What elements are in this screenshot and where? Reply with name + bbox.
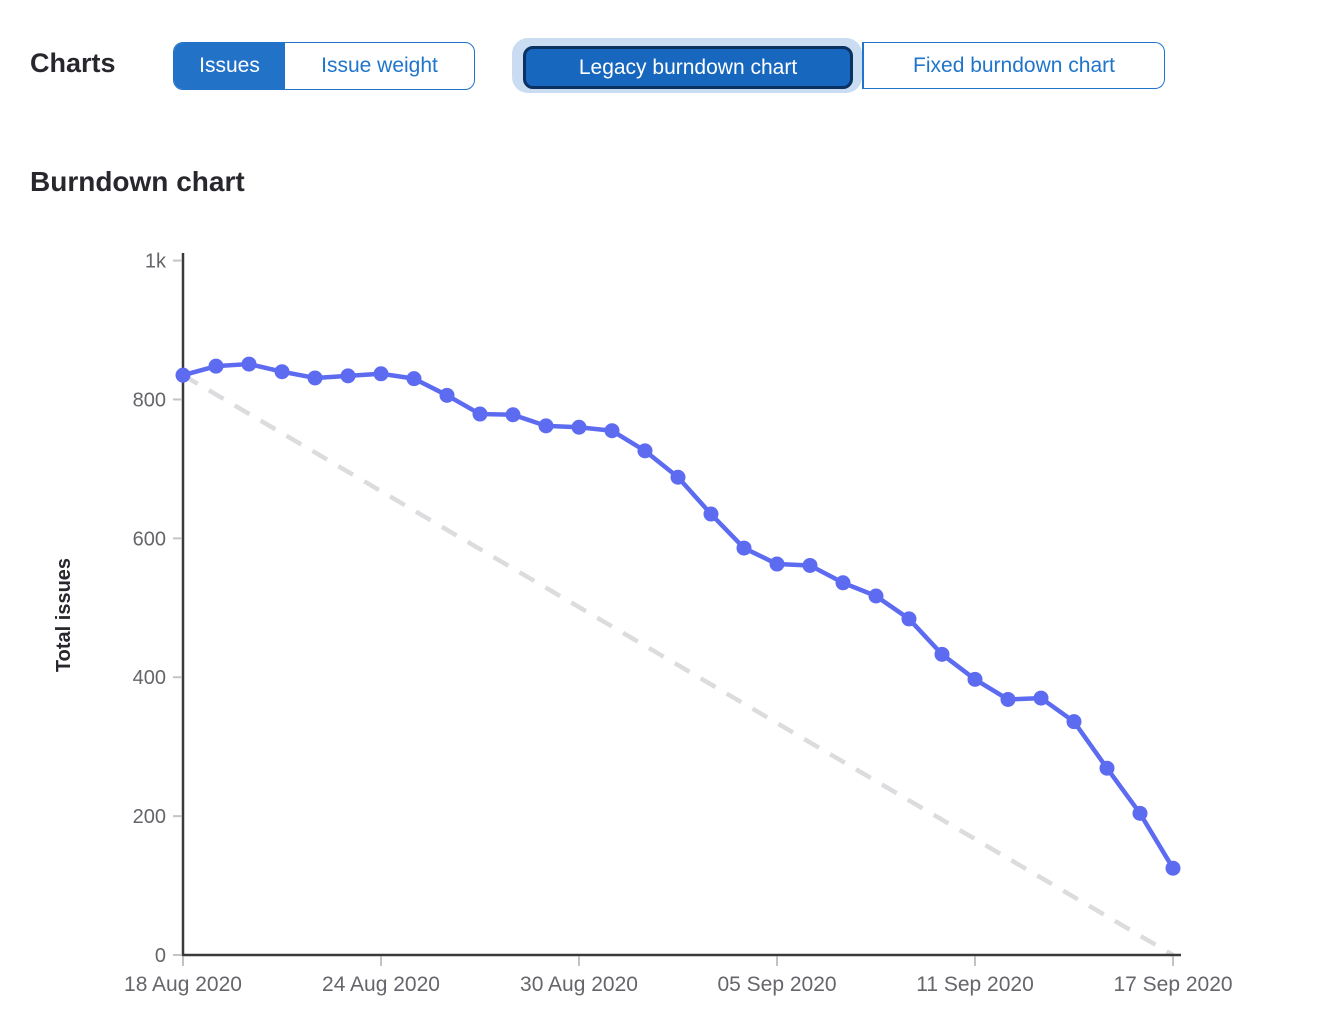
legacy-burndown-chart-button[interactable]: Legacy burndown chart (523, 46, 853, 89)
x-tick-label: 30 Aug 2020 (520, 973, 638, 996)
data-point[interactable] (1132, 805, 1148, 821)
ideal-burndown-line (181, 373, 1175, 957)
data-point[interactable] (307, 370, 323, 386)
y-axis-title: Total issues (53, 558, 75, 672)
data-point[interactable] (769, 556, 785, 572)
data-point[interactable] (1033, 690, 1049, 706)
data-point[interactable] (967, 671, 983, 687)
fixed-burndown-chart-button[interactable]: Fixed burndown chart (862, 42, 1165, 89)
x-tick-label: 05 Sep 2020 (717, 973, 836, 996)
data-point[interactable] (472, 406, 488, 422)
data-point[interactable] (340, 368, 356, 384)
y-tick-label: 400 (133, 667, 166, 689)
x-tick-label: 24 Aug 2020 (322, 973, 440, 996)
data-point[interactable] (934, 646, 950, 662)
data-point[interactable] (1000, 691, 1016, 707)
data-point[interactable] (274, 364, 290, 380)
y-tick-label: 600 (133, 528, 166, 550)
y-tick-label: 200 (133, 806, 166, 828)
data-point[interactable] (736, 540, 752, 556)
y-tick-label: 0 (155, 945, 166, 967)
data-point[interactable] (571, 419, 587, 435)
x-tick-label: 17 Sep 2020 (1113, 973, 1232, 996)
data-point[interactable] (538, 418, 554, 434)
y-tick-label: 1k (145, 251, 167, 273)
data-point[interactable] (802, 557, 818, 573)
burndown-chart-svg: 0 200 400 600 800 1k 18 Aug 2020 24 Aug 2020 30 … (53, 251, 1233, 996)
data-point[interactable] (868, 588, 884, 604)
x-tick-label: 11 Sep 2020 (916, 973, 1034, 996)
data-point[interactable] (373, 366, 389, 382)
data-point[interactable] (604, 423, 620, 439)
data-point[interactable] (175, 367, 191, 383)
data-point[interactable] (901, 611, 917, 627)
issue-weight-button[interactable]: Issue weight (285, 43, 474, 89)
data-point[interactable] (241, 356, 257, 372)
data-point[interactable] (1165, 860, 1181, 876)
issues-button[interactable]: Issues (174, 43, 285, 89)
charts-label: Charts (30, 48, 116, 78)
issue-type-toggle: Issues Issue weight (173, 42, 475, 90)
data-point[interactable] (439, 387, 455, 403)
y-tick-label: 800 (133, 389, 166, 411)
total-issues-line (180, 361, 1176, 871)
data-point[interactable] (637, 443, 653, 459)
data-point[interactable] (835, 575, 851, 591)
data-point[interactable] (703, 506, 719, 522)
data-point[interactable] (406, 371, 422, 387)
data-point[interactable] (208, 358, 224, 374)
page-title: Burndown chart (30, 166, 245, 197)
x-tick-label: 18 Aug 2020 (124, 973, 242, 996)
data-point[interactable] (505, 407, 521, 423)
data-point[interactable] (1066, 714, 1082, 730)
data-point[interactable] (670, 469, 686, 485)
burndown-chart: 0 200 400 600 800 1k 18 Aug 2020 24 Aug 2020 30 … (0, 228, 1326, 1028)
chart-type-toggle: Legacy burndown chart Fixed burndown cha… (512, 36, 1172, 97)
data-point[interactable] (1099, 760, 1115, 776)
